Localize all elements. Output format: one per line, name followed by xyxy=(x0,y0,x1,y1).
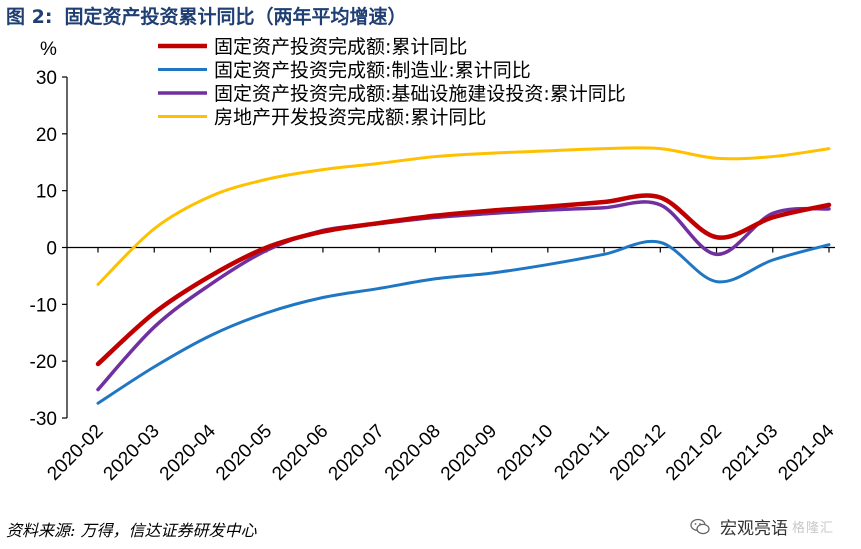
x-tick-label: 2020-02 xyxy=(43,421,107,485)
source-note: 资料来源: 万得，信达证券研发中心 xyxy=(6,521,257,540)
y-tick-label: 10 xyxy=(36,182,57,203)
legend-label-1: 固定资产投资完成额:累计同比 xyxy=(214,36,467,58)
x-tick-label: 2020-05 xyxy=(212,421,276,485)
x-tick-label: 2020-07 xyxy=(325,421,389,485)
legend-label-2: 固定资产投资完成额:制造业:累计同比 xyxy=(214,60,531,82)
series-line-1 xyxy=(95,193,832,367)
figure-title-text: 固定资产投资累计同比（两年平均增速） xyxy=(64,6,407,28)
x-tick-label: 2020-11 xyxy=(550,421,613,484)
x-tick-label: 2020-10 xyxy=(493,421,557,485)
x-tick-label: 2020-12 xyxy=(606,421,670,485)
figure-title: 图 2: 固定资产投资累计同比（两年平均增速） xyxy=(6,2,412,29)
x-tick-label: 2021-02 xyxy=(662,421,726,485)
x-tick-label: 2021-04 xyxy=(774,420,838,484)
x-tick-label: 2020-03 xyxy=(100,421,164,485)
y-tick-label: -20 xyxy=(30,352,57,373)
y-tick-label: -10 xyxy=(30,295,57,316)
y-tick-label: 20 xyxy=(36,125,57,146)
figure-label: 图 2: xyxy=(6,6,53,28)
x-tick-label: 2021-03 xyxy=(718,421,782,485)
watermark-mark: 格隆汇 xyxy=(792,521,835,536)
legend-label-4: 房地产开发投资完成额:累计同比 xyxy=(214,107,486,129)
series-line-3 xyxy=(96,200,831,392)
y-axis-label: % xyxy=(40,39,57,60)
x-tick-label: 2020-08 xyxy=(381,421,445,485)
x-tick-label: 2020-04 xyxy=(156,420,220,484)
series-line-4 xyxy=(96,146,831,286)
x-tick-label: 2020-06 xyxy=(268,421,332,485)
legend-label-3: 固定资产投资完成额:基础设施建设投资:累计同比 xyxy=(214,83,626,105)
y-tick-label: 30 xyxy=(36,68,57,89)
line-chart: 3020100-10-20-30%2020-022020-032020-0420… xyxy=(30,36,839,485)
y-tick-label: -30 xyxy=(30,409,57,430)
y-tick-label: 0 xyxy=(46,239,57,260)
watermark: 宏观亮语 格隆汇 xyxy=(690,514,834,539)
wechat-icon xyxy=(690,518,710,534)
watermark-text: 宏观亮语 xyxy=(720,519,788,539)
x-tick-label: 2020-09 xyxy=(437,421,501,485)
series-line-2 xyxy=(96,239,831,405)
